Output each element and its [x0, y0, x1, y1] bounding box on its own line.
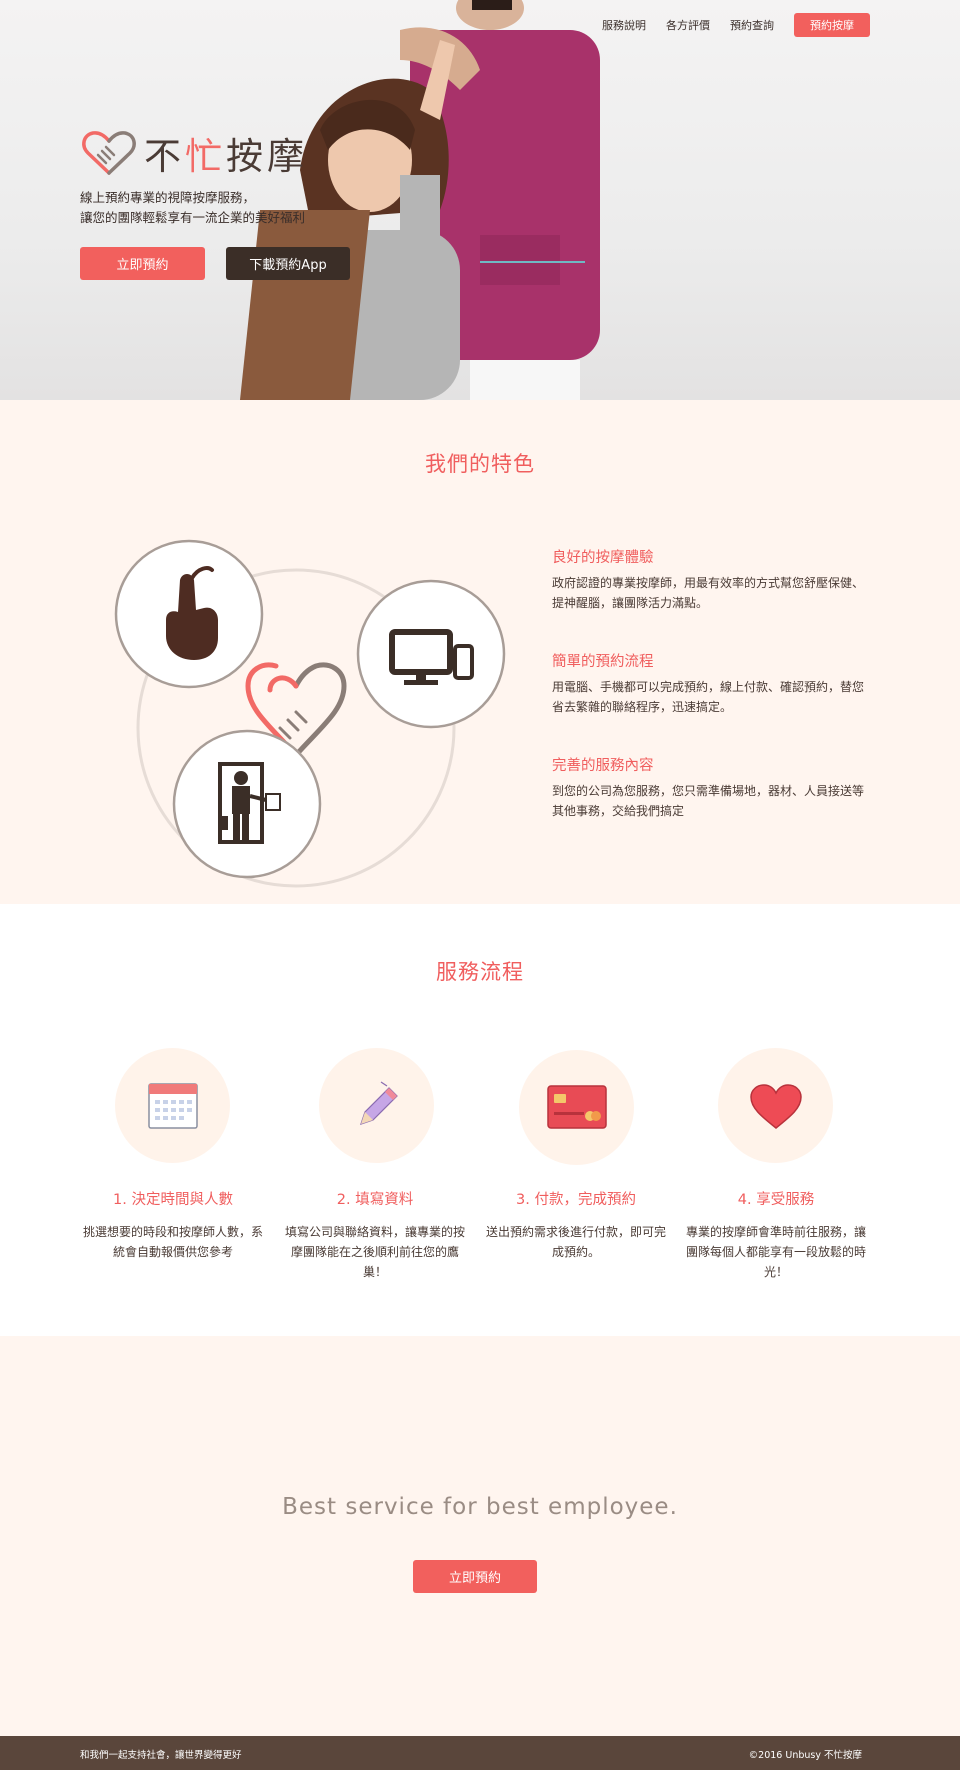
computer-phone-icon — [389, 629, 474, 685]
step-title: 2. 填寫資料 — [336, 1192, 414, 1208]
step-title: 1. 決定時間與人數 — [113, 1192, 233, 1208]
hero-section: 服務說明 各方評價 預約查詢 預約按摩 不忙按摩 線上預約專業的視障按摩服務， … — [0, 0, 960, 400]
handshake-heart-icon — [82, 131, 136, 175]
features-title: 我們的特色 — [425, 452, 535, 476]
pencil-icon — [360, 1081, 398, 1125]
footer-copyright: ©2016 Unbusy 不忙按摩 — [748, 1750, 862, 1761]
feature-title: 良好的按摩體驗 — [552, 550, 654, 566]
touch-hand-icon — [166, 566, 218, 660]
door-service-person-icon — [218, 762, 281, 844]
heart-icon — [750, 1084, 802, 1129]
nav-link-reviews[interactable]: 各方評價 — [666, 19, 710, 32]
feature-title: 簡單的預約流程 — [552, 654, 654, 670]
hero-tagline: 線上預約專業的視障按摩服務， 讓您的團隊輕鬆享有一流企業的美好福利 — [80, 188, 305, 228]
step-desc: 專業的按摩師會準時前往服務，讓團隊每個人都能享有一段放鬆的時光！ — [686, 1225, 867, 1279]
brand-logo: 不忙按摩 — [80, 126, 308, 180]
tagline-line-2: 讓您的團隊輕鬆享有一流企業的美好福利 — [80, 210, 306, 225]
process-title: 服務流程 — [436, 960, 524, 984]
step-title: 3. 付款，完成預約 — [516, 1192, 636, 1208]
top-nav: 服務說明 各方評價 預約查詢 預約按摩 — [602, 13, 870, 37]
process-section: 服務流程 1. 決定時間與人數 挑選想要的時段和按摩師人數，系統會自動報價供您參… — [0, 904, 960, 1336]
tagline-line-1: 線上預約專業的視障按摩服務， — [80, 190, 256, 205]
step-title: 4. 享受服務 — [737, 1192, 815, 1208]
cta-section: Best service for best employee. 立即預約 — [0, 1336, 960, 1736]
nav-book-button[interactable]: 預約按摩 — [794, 13, 870, 37]
features-section: 我們的特色 — [0, 400, 960, 904]
calendar-icon — [148, 1083, 198, 1129]
feature-item: 良好的按摩體驗 政府認證的專業按摩師，用最有效率的方式幫您舒壓保健、提神醒腦，讓… — [552, 546, 872, 613]
download-app-button[interactable]: 下載預約App — [226, 247, 350, 280]
footer-slogan: 和我們一起支持社會，讓世界變得更好 — [80, 1750, 242, 1761]
feature-item: 完善的服務內容 到您的公司為您服務，您只需準備場地，器材、人員接送等其他事務，交… — [552, 754, 872, 821]
step-desc: 挑選想要的時段和按摩師人數，系統會自動報價供您參考 — [83, 1225, 264, 1259]
step-desc: 送出預約需求後進行付款，即可完成預約。 — [486, 1225, 667, 1259]
nav-link-service[interactable]: 服務說明 — [602, 19, 646, 32]
book-now-button[interactable]: 立即預約 — [80, 247, 205, 280]
features-illustration — [114, 539, 506, 888]
hero-photo-massage — [240, 0, 600, 400]
handshake-heart-icon — [245, 662, 347, 758]
feature-desc: 用電腦、手機都可以完成預約，線上付款、確認預約，替您省去繁雜的聯絡程序，迅速搞定… — [552, 680, 865, 714]
nav-link-booking-lookup[interactable]: 預約查詢 — [730, 19, 774, 32]
footer: 和我們一起支持社會，讓世界變得更好 ©2016 Unbusy 不忙按摩 — [0, 1736, 960, 1770]
feature-desc: 到您的公司為您服務，您只需準備場地，器材、人員接送等其他事務，交給我們搞定 — [552, 784, 865, 818]
cta-book-now-button[interactable]: 立即預約 — [413, 1560, 537, 1593]
feature-item: 簡單的預約流程 用電腦、手機都可以完成預約，線上付款、確認預約，替您省去繁雜的聯… — [552, 650, 872, 717]
feature-title: 完善的服務內容 — [552, 758, 654, 774]
cta-slogan: Best service for best employee. — [282, 1494, 678, 1520]
feature-desc: 政府認證的專業按摩師，用最有效率的方式幫您舒壓保健、提神醒腦，讓團隊活力滿點。 — [552, 576, 865, 610]
brand-name: 不忙按摩 — [144, 135, 308, 178]
credit-card-icon — [547, 1085, 607, 1129]
step-desc: 填寫公司與聯絡資料，讓專業的按摩團隊能在之後順利前往您的鷹巢！ — [285, 1225, 466, 1279]
